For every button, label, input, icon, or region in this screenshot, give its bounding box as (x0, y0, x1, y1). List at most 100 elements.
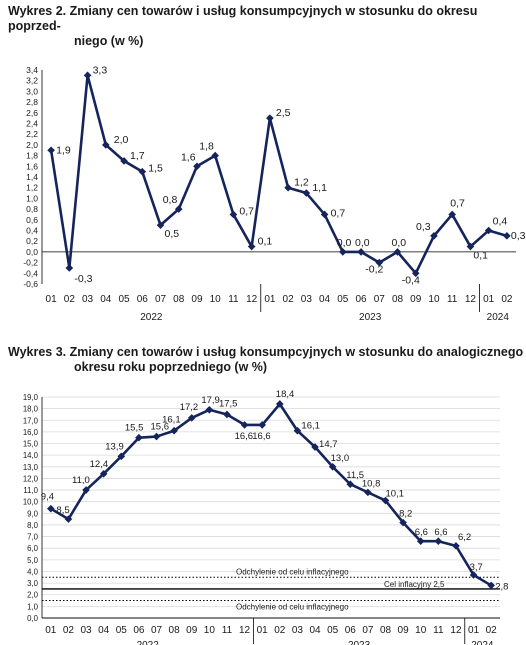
chart2-ytick-label: 0,0 (26, 247, 38, 257)
chart2-data-point (375, 258, 384, 267)
chart3-title-line2: okresu roku poprzedniego (w %) (74, 360, 268, 374)
chart3-data-point (276, 400, 284, 408)
chart2-ytick-label: -0,6 (23, 279, 38, 289)
chart3-data-label: 13,9 (105, 441, 124, 452)
chart2-data-point (430, 232, 438, 240)
chart3-ytick-label: 6,0 (27, 544, 39, 553)
chart2-data-label: 1,1 (312, 182, 327, 194)
chart3-data-label: 16,1 (162, 415, 181, 426)
chart3-month-label: 07 (151, 625, 163, 636)
chart3-month-label: 09 (186, 625, 198, 636)
chart2-data-label: 0,4 (493, 216, 508, 228)
chart2-data-label: 1,6 (181, 151, 196, 163)
chart2-month-label: 02 (283, 294, 295, 305)
chart2-ytick-label: 1,2 (26, 183, 38, 193)
chart2-data-point (393, 248, 402, 256)
chart3-data-label: 18,4 (276, 389, 295, 400)
chart3-month-label: 10 (415, 625, 427, 636)
chart3-month-label: 01 (257, 625, 269, 636)
chart3-month-label: 01 (468, 625, 480, 636)
chart2-ytick-label: 2,0 (26, 140, 38, 150)
chart2-data-point (138, 167, 147, 176)
chart2-month-label: 03 (301, 294, 313, 305)
chart2-data-point (229, 210, 238, 219)
chart3-title: Wykres 3. Zmiany cen towarów i usług kon… (8, 345, 523, 375)
chart3-data-point (205, 405, 214, 414)
chart2-data-point (302, 189, 311, 197)
chart3-month-label: 03 (80, 625, 92, 636)
chart2-data-label: 1,2 (294, 177, 309, 189)
chart3-ytick-label: 0,0 (27, 614, 39, 623)
chart3-year-label: 2024 (471, 640, 494, 645)
chart3-data-point (416, 537, 425, 546)
chart2-month-label: 11 (447, 294, 458, 305)
chart2-month-label: 12 (246, 294, 258, 305)
chart2-month-label: 04 (100, 294, 112, 305)
chart2-month-label: 05 (118, 294, 130, 305)
chart2-data-label: 0,1 (473, 250, 488, 262)
chart2-ytick-label: 1,6 (26, 161, 38, 171)
chart3-month-label: 11 (222, 625, 233, 636)
chart3-ytick-label: 19,0 (23, 393, 39, 402)
chart2-ytick-label: -0,2 (23, 258, 38, 268)
chart2-month-label: 11 (228, 294, 239, 305)
chart2-data-label: 1,7 (130, 150, 145, 162)
chart3-data-label: 6,2 (458, 532, 471, 543)
chart2-ytick-label: -0,4 (23, 268, 38, 278)
chart3-ytick-label: 1,0 (27, 602, 39, 611)
chart2-data-label: 0,3 (511, 230, 526, 242)
chart3-data-label: 10,8 (362, 478, 381, 489)
chart2-data-point (484, 226, 493, 235)
chart2-data-point (320, 210, 329, 219)
chart3-data-label: 6,6 (415, 527, 428, 538)
chart2-data-label: 2,0 (114, 134, 129, 146)
chart2-ytick-label: 0,8 (26, 204, 38, 214)
chart2-data-label: 1,5 (148, 163, 163, 175)
chart2-data-point (284, 183, 292, 192)
chart2-ytick-label: 2,6 (26, 108, 38, 118)
chart2-month-label: 08 (173, 294, 185, 305)
chart2-ytick-label: 1,0 (26, 193, 38, 203)
chart3-data-point (381, 496, 390, 505)
chart3-month-label: 02 (486, 625, 498, 636)
chart3-data-label: 17,5 (219, 398, 238, 409)
chart3-data-label: 9,4 (41, 492, 54, 503)
chart2-data-label: 0,8 (163, 194, 178, 206)
chart2-data-point (156, 221, 165, 229)
chart3-data-label: 16,1 (301, 421, 320, 432)
chart2-month-label: 01 (46, 294, 58, 305)
chart2-data-point (503, 232, 511, 240)
chart3-data-label: 15,6 (151, 422, 170, 433)
chart3-data-label: 15,5 (125, 423, 144, 434)
chart2-month-label: 02 (501, 294, 513, 305)
chart3-reference-label: Cel inflacyjny 2,5 (384, 580, 445, 589)
chart3-month-label: 09 (398, 625, 410, 636)
chart3-data-label: 6,6 (434, 527, 447, 538)
chart3-data-label: 16,6 (252, 431, 271, 442)
chart3-data-label: 16,6 (235, 431, 254, 442)
chart2-month-label: 03 (82, 294, 94, 305)
chart2-year-label: 2022 (140, 312, 163, 323)
chart2-ytick-label: 2,8 (26, 97, 38, 107)
chart3-ytick-label: 8,0 (27, 521, 39, 530)
chart3-series-line (50, 402, 492, 587)
chart3-data-point (47, 504, 55, 513)
chart3-month-label: 08 (380, 625, 392, 636)
chart2-data-label: 0,0 (355, 237, 370, 249)
chart3-data-label: 10,1 (386, 489, 405, 500)
chart3-month-label: 03 (292, 625, 304, 636)
chart2-title-line2: niego (w %) (74, 34, 144, 48)
chart3-data-label: 8,5 (56, 505, 69, 516)
chart3-data-label: 17,2 (180, 402, 199, 413)
chart2-data-point (211, 151, 219, 160)
chart2-ytick-label: 3,0 (26, 86, 38, 96)
chart3-ytick-label: 16,0 (23, 428, 39, 437)
chart2-year-label: 2023 (359, 312, 382, 323)
chart2-ytick-label: 0,2 (26, 236, 38, 246)
chart3-ytick-label: 7,0 (27, 533, 39, 542)
chart3-month-label: 07 (362, 625, 374, 636)
chart2-data-point (102, 141, 110, 149)
chart2-month-label: 09 (410, 294, 422, 305)
chart2-data-label: 1,9 (56, 144, 71, 156)
chart3-data-label: 2,8 (495, 581, 508, 592)
